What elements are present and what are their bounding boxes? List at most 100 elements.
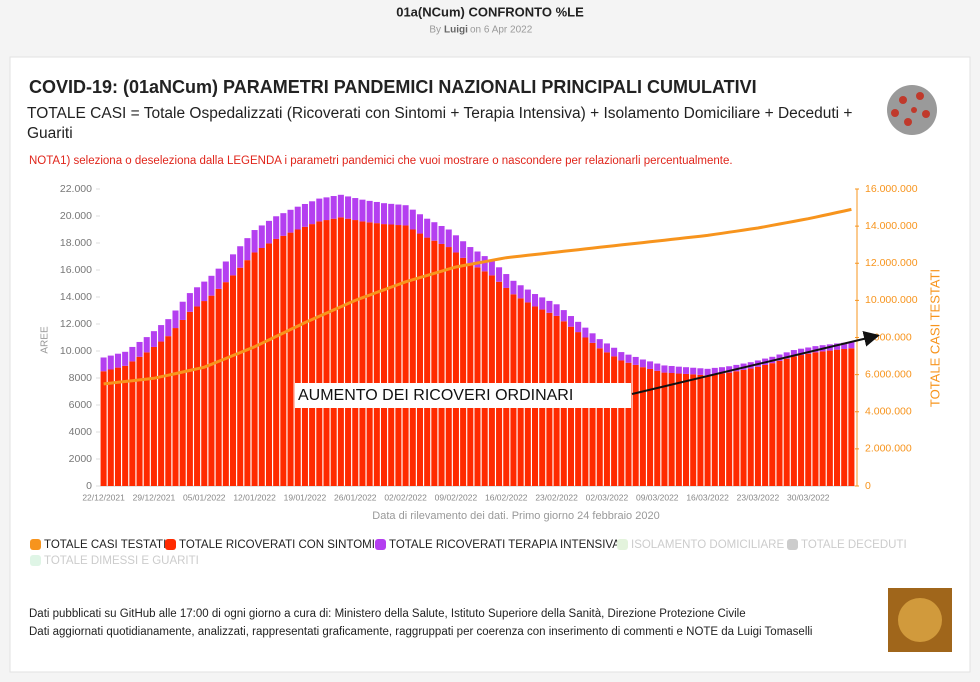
bar [431,240,438,486]
legend-swatch [165,539,176,550]
bar [675,373,682,486]
bar [409,209,416,230]
legend-swatch [617,539,628,550]
y2-tick-label: 2.000.000 [865,443,912,455]
bar [647,368,654,486]
bar [280,235,287,486]
by: By [429,25,441,36]
bar [201,301,208,486]
bar [754,366,761,486]
y2-tick-label: 16.000.000 [865,183,918,195]
bar [395,204,402,226]
bar [330,218,337,486]
bar [582,337,589,486]
x-tick-label: 05/01/2022 [183,492,226,502]
legend-label: TOTALE RICOVERATI TERAPIA INTENSIVA [389,539,620,551]
bar [611,356,618,486]
bar [366,222,373,486]
bar [560,310,567,322]
bar [136,356,143,486]
y2-tick-label: 12.000.000 [865,257,918,269]
thumbnail-glow [898,598,942,642]
bar [805,347,812,354]
x-tick-label: 02/02/2022 [384,492,427,502]
bar [136,341,143,357]
bar [280,213,287,236]
bar [194,287,201,307]
bar [481,271,488,486]
bar [265,220,272,244]
bar [431,222,438,241]
y-tick-label: 4000 [69,426,93,438]
bar [366,200,373,223]
bar [718,373,725,486]
chart-note: NOTA1) seleziona o deseleziona dalla LEG… [29,155,733,167]
bar [575,332,582,486]
author: Luigi [444,25,468,36]
bar [826,350,833,486]
legend-label: TOTALE RICOVERATI CON SINTOMI [179,539,375,551]
bar [230,275,237,486]
bar [488,260,495,276]
y2-tick-label: 4.000.000 [865,406,912,418]
bar [503,274,510,288]
bar [812,346,819,353]
date: on 6 Apr 2022 [470,25,533,36]
bar [841,342,848,349]
bar [639,359,646,368]
y-tick-label: 22.000 [60,183,92,195]
bar [798,348,805,356]
bar [172,310,179,329]
bar [438,225,445,244]
bar [841,348,848,486]
bar [222,261,229,283]
bar [352,220,359,487]
bar [114,353,121,368]
x-tick-label: 26/01/2022 [334,492,377,502]
bar [539,297,546,310]
bar [524,289,531,303]
bar [258,247,265,486]
bar [726,372,733,486]
bar [481,256,488,272]
bar [215,288,222,486]
bar [668,373,675,486]
footer-line: Dati aggiornati quotidianamente, analizz… [29,626,813,638]
bar [150,331,157,347]
bar [668,365,675,374]
bar [265,243,272,486]
bar [230,254,237,276]
bar [438,243,445,486]
bar [661,365,668,373]
bar [309,224,316,486]
bar [596,348,603,486]
bar [122,365,129,486]
bar [186,311,193,486]
bar [474,251,481,268]
bar [603,352,610,486]
bar [294,229,301,486]
bar [172,328,179,486]
legend-label: TOTALE DECEDUTI [801,539,907,551]
bar [776,360,783,486]
bar [834,343,841,350]
x-tick-label: 23/02/2022 [535,492,578,502]
bar [424,237,431,486]
y-axis-label: AREE [40,326,51,354]
bar [107,355,114,370]
y2-tick-label: 14.000.000 [865,220,918,232]
bar [143,337,150,353]
bar [790,350,797,357]
bar [373,223,380,486]
bar [452,235,459,253]
legend-label: TOTALE DIMESSI E GUARITI [44,555,199,567]
bar [747,368,754,486]
bar [848,342,855,349]
legend-swatch [30,555,41,566]
bar [704,368,711,376]
bar [510,280,517,295]
annotation-arrow [631,330,880,395]
bar [654,370,661,486]
bar [352,198,359,221]
bar [452,252,459,486]
